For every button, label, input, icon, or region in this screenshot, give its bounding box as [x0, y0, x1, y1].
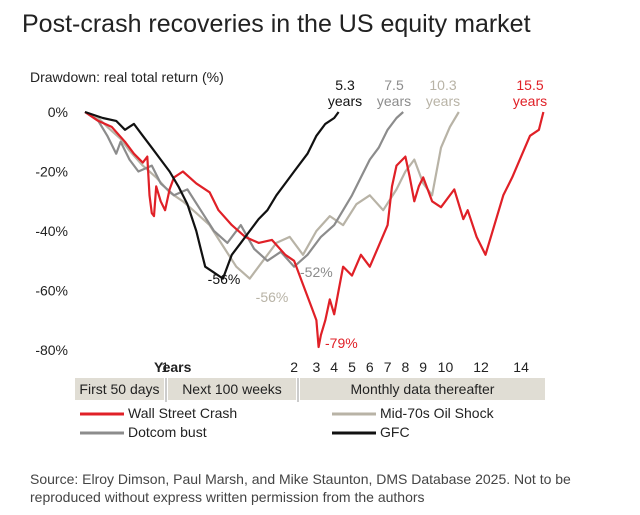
- trough-label-wall-street: -79%: [325, 335, 358, 351]
- series-line-wall-street: [84, 111, 545, 349]
- recovery-unit-dotcom: years: [377, 93, 411, 109]
- recovery-unit-oil-shock: years: [426, 93, 460, 109]
- x-tick-label: 2: [290, 359, 298, 375]
- recovery-years-oil-shock: 10.3: [429, 77, 456, 93]
- y-tick-label: -20%: [35, 164, 68, 180]
- scale-band-label: First 50 days: [79, 381, 159, 397]
- chart-svg: Drawdown: real total return (%) 0% -20% -40…: [30, 69, 547, 440]
- series-line-dotcom: [84, 111, 404, 268]
- trough-label-gfc: -56%: [208, 271, 241, 287]
- scale-band-label: Next 100 weeks: [182, 381, 282, 397]
- recovery-years-gfc: 5.3: [335, 77, 355, 93]
- scale-band: [168, 378, 296, 400]
- recovery-unit-gfc: years: [328, 93, 362, 109]
- source-note: Source: Elroy Dimson, Paul Marsh, and Mi…: [30, 471, 571, 505]
- recovery-unit-wall-street: years: [513, 93, 547, 109]
- legend-label-wall-street: Wall Street Crash: [128, 405, 237, 421]
- x-tick-label: 9: [419, 359, 427, 375]
- x-tick-label: 1: [161, 359, 169, 375]
- chart-title: Post-crash recoveries in the US equity m…: [22, 10, 531, 38]
- recovery-years-dotcom: 7.5: [384, 77, 404, 93]
- y-tick-label: -80%: [35, 342, 68, 358]
- x-axis-title: Years: [154, 359, 192, 375]
- trough-label-oil-shock: -56%: [256, 289, 289, 305]
- x-tick-label: 3: [313, 359, 321, 375]
- x-tick-label: 12: [473, 359, 489, 375]
- y-tick-label: -40%: [35, 223, 68, 239]
- scale-band-label: Monthly data thereafter: [351, 381, 495, 397]
- legend-label-dotcom: Dotcom bust: [128, 424, 207, 440]
- scale-band: [75, 378, 164, 400]
- scale-band: [300, 378, 545, 400]
- x-tick-label: 7: [384, 359, 392, 375]
- x-tick-label: 5: [348, 359, 356, 375]
- y-tick-label: 0%: [48, 104, 68, 120]
- recovery-years-wall-street: 15.5: [516, 77, 543, 93]
- legend-label-oil-shock: Mid-70s Oil Shock: [380, 405, 495, 421]
- series-line-oil-shock: [84, 110, 460, 280]
- y-axis-title: Drawdown: real total return (%): [30, 69, 224, 85]
- x-tick-label: 6: [366, 359, 374, 375]
- trough-label-dotcom: -52%: [300, 264, 333, 280]
- x-tick-label: 8: [402, 359, 410, 375]
- legend-label-gfc: GFC: [380, 424, 410, 440]
- x-tick-label: 14: [513, 359, 529, 375]
- series-line-gfc: [84, 110, 340, 280]
- y-tick-label: -60%: [35, 283, 68, 299]
- x-tick-label: 4: [330, 359, 338, 375]
- x-tick-label: 10: [438, 359, 454, 375]
